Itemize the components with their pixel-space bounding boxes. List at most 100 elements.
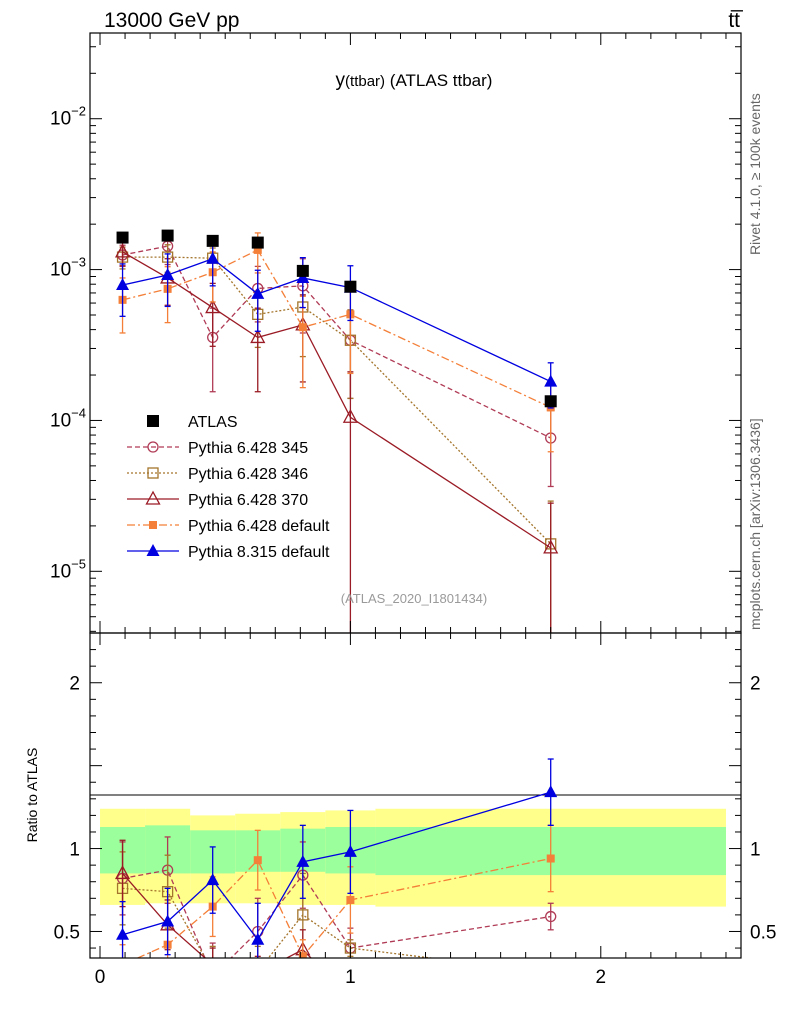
series-0 xyxy=(116,229,557,408)
series-line xyxy=(122,251,552,549)
data-point xyxy=(544,395,557,408)
data-point xyxy=(546,854,555,863)
ratio-y-tick-label: 2 xyxy=(69,674,80,695)
data-point xyxy=(546,968,556,978)
chart-title-rest: (ATLAS ttbar) xyxy=(385,71,492,90)
legend-item: Pythia 8.315 default xyxy=(127,544,330,561)
data-point xyxy=(342,408,358,423)
data-point xyxy=(296,854,310,867)
data-point xyxy=(208,966,218,976)
legend-label: Pythia 6.428 346 xyxy=(188,466,308,483)
ratio-y-tick-label: 0.5 xyxy=(54,922,80,943)
data-point xyxy=(206,873,220,886)
x-tick-label: 1 xyxy=(345,967,356,988)
chart-title-main: y xyxy=(336,70,346,91)
data-point xyxy=(344,280,357,293)
series-line xyxy=(122,249,551,409)
series-line xyxy=(122,258,551,383)
chart-title: y(ttbar) (ATLAS ttbar) xyxy=(336,70,493,91)
data-point xyxy=(544,991,557,1003)
legend-label: Pythia 8.315 default xyxy=(188,544,330,561)
chart-title-sub: (ttbar) xyxy=(345,73,385,90)
data-point xyxy=(543,539,559,554)
data-point xyxy=(251,932,265,945)
data-point xyxy=(251,286,265,299)
tick-label-exponent: −4 xyxy=(71,405,86,420)
ratio-y-tick-label-right: 0.5 xyxy=(750,922,776,943)
x-tick-label: 2 xyxy=(595,967,606,988)
tick-label-exponent: −3 xyxy=(71,255,86,270)
x-tick-label: 0 xyxy=(95,967,106,988)
ratio-frame xyxy=(89,632,742,959)
data-point xyxy=(116,231,129,244)
legend-item: Pythia 6.428 345 xyxy=(127,440,308,457)
main-y-tick-label: 10−2 xyxy=(50,104,86,130)
data-point xyxy=(296,270,310,283)
data-point xyxy=(544,374,558,387)
main-y-tick-label: 10−4 xyxy=(50,405,86,431)
data-point xyxy=(147,467,159,479)
main-frame xyxy=(89,32,742,634)
data-point xyxy=(253,966,263,976)
data-point xyxy=(206,251,220,264)
tick-label-base: 10 xyxy=(50,561,71,582)
data-point xyxy=(206,234,219,247)
data-point xyxy=(147,441,159,453)
data-point xyxy=(161,914,175,927)
series-3 xyxy=(114,239,559,633)
data-point xyxy=(343,844,357,857)
series-5 xyxy=(116,238,558,409)
data-point xyxy=(147,415,159,427)
data-point xyxy=(145,490,161,505)
data-point xyxy=(250,329,266,344)
data-point xyxy=(146,544,160,556)
legend-item: Pythia 6.428 default xyxy=(127,518,330,535)
header-right: tt̅ xyxy=(728,9,744,32)
data-point xyxy=(161,229,174,242)
data-point xyxy=(544,785,558,798)
legend-label: Pythia 6.428 370 xyxy=(188,492,308,509)
main-panel: (ATLAS_2020_I1801434) ATLAS Pythia 6.428 … xyxy=(50,32,742,634)
side-label-mcplots: mcplots.cern.ch [arXiv:1306.3436] xyxy=(747,418,763,630)
data-point xyxy=(161,268,175,281)
data-point xyxy=(149,521,157,529)
legend-label: Pythia 6.428 345 xyxy=(188,440,308,457)
data-point xyxy=(116,927,130,940)
data-point xyxy=(346,895,355,904)
main-y-tick-label: 10−5 xyxy=(50,556,86,582)
series-4 xyxy=(118,232,555,453)
x-axis: 0 1 2 xyxy=(95,33,727,988)
ratio-ylabel: Ratio to ATLAS xyxy=(24,748,40,843)
main-y-tick-label: 10−3 xyxy=(50,255,86,281)
ratio-panel: 0.5 0.5 1 1 2 2 Ratio to ATLAS xyxy=(24,632,776,1003)
data-point xyxy=(211,956,214,958)
series-line xyxy=(122,256,552,545)
data-point xyxy=(205,299,221,314)
data-point xyxy=(297,909,309,921)
tick-label-base: 10 xyxy=(50,109,71,130)
series-5 xyxy=(116,758,558,958)
tick-label-exponent: −2 xyxy=(71,104,86,119)
tick-label-exponent: −5 xyxy=(71,556,86,571)
data-point xyxy=(114,243,131,258)
ratio-y-tick-label: 1 xyxy=(69,840,80,861)
tick-label-base: 10 xyxy=(50,410,71,431)
series-line xyxy=(122,245,551,439)
legend-item: Pythia 6.428 370 xyxy=(127,490,308,509)
data-point xyxy=(116,278,130,291)
data-point xyxy=(545,910,557,923)
data-point xyxy=(253,245,262,254)
data-point xyxy=(253,856,262,865)
data-point xyxy=(208,971,218,981)
data-point xyxy=(119,961,127,969)
data-point xyxy=(344,991,357,1003)
data-point xyxy=(251,236,264,249)
legend-label: ATLAS xyxy=(188,414,238,431)
legend-item: Pythia 6.428 346 xyxy=(127,466,308,483)
series-2 xyxy=(116,244,557,633)
data-point xyxy=(296,264,309,277)
legend: ATLAS Pythia 6.428 345 Pythia 6.428 346 Pyt… xyxy=(127,414,330,561)
legend-label: Pythia 6.428 default xyxy=(188,518,330,535)
ratio-y-tick-label-right: 1 xyxy=(750,840,761,861)
